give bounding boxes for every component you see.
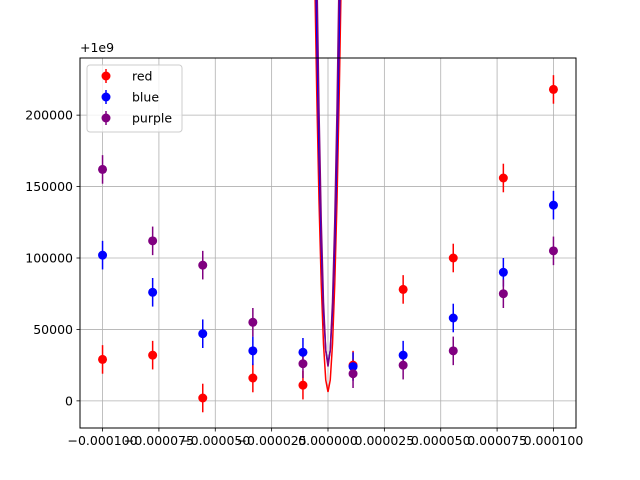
fit-curve-purple — [316, 0, 340, 367]
y-offset-label: +1e9 — [80, 40, 114, 55]
x-tick-label: −0.000050 — [180, 433, 250, 448]
data-point-red — [298, 380, 308, 390]
y-tick-label: 50000 — [33, 322, 73, 337]
data-point-purple — [98, 164, 108, 174]
x-tick-label: −0.000025 — [237, 433, 307, 448]
data-point-red — [398, 284, 408, 294]
data-point-purple — [198, 260, 208, 270]
y-tick-label: 100000 — [25, 251, 73, 266]
grid — [80, 58, 576, 428]
data-point-purple — [448, 346, 458, 356]
y-tick-label: 200000 — [25, 108, 73, 123]
legend-label: purple — [132, 111, 172, 126]
data-point-blue — [498, 267, 508, 277]
legend-box — [86, 64, 183, 133]
legend-marker — [101, 113, 111, 123]
legend-marker — [101, 71, 111, 81]
data-point-red — [148, 350, 158, 360]
legend-label: blue — [132, 90, 159, 105]
data-points — [98, 84, 558, 403]
data-point-purple — [548, 246, 558, 256]
data-point-blue — [448, 313, 458, 323]
data-point-blue — [398, 350, 408, 360]
data-point-red — [498, 173, 508, 183]
data-point-purple — [248, 317, 258, 327]
data-point-red — [248, 373, 258, 383]
x-tick-label: −0.000075 — [124, 433, 194, 448]
data-point-red — [98, 354, 108, 364]
data-point-purple — [148, 236, 158, 246]
x-tick-label: 0.000075 — [467, 433, 527, 448]
x-tick-label: 0.000100 — [524, 433, 584, 448]
legend-marker — [101, 92, 111, 102]
fit-curves — [314, 0, 342, 393]
x-tick-label: −0.000100 — [67, 433, 137, 448]
fit-curve-red — [314, 0, 342, 393]
x-tick-label: 0.000050 — [411, 433, 471, 448]
data-point-red — [448, 253, 458, 263]
x-tick-label: 0.000025 — [355, 433, 415, 448]
legend-label: red — [132, 69, 153, 84]
data-point-purple — [498, 289, 508, 299]
data-point-blue — [148, 287, 158, 297]
data-point-red — [198, 393, 208, 403]
data-point-purple — [298, 359, 308, 369]
y-tick-label: 0 — [65, 393, 73, 408]
y-tick-label: 150000 — [25, 179, 73, 194]
axis-ticks: −0.000100−0.000075−0.000050−0.0000250.00… — [25, 108, 583, 448]
data-point-purple — [398, 360, 408, 370]
data-point-blue — [348, 362, 358, 372]
data-point-blue — [98, 250, 108, 260]
data-point-blue — [298, 347, 308, 357]
x-tick-label: 0.000000 — [298, 433, 358, 448]
data-point-blue — [248, 346, 258, 356]
data-point-blue — [198, 329, 208, 339]
data-point-red — [548, 84, 558, 94]
data-point-purple — [348, 369, 358, 379]
data-point-blue — [548, 200, 558, 210]
legend: red blue purple — [86, 64, 183, 133]
